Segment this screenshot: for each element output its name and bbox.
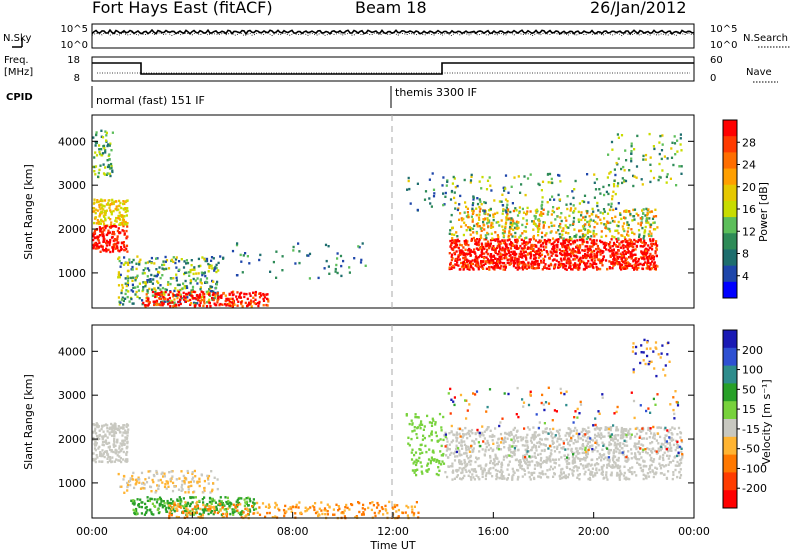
freq-tick-top: 18 (67, 55, 80, 66)
freq-label-2: [MHz] (4, 67, 33, 78)
xtick-label: 00:00 (678, 525, 710, 538)
xtick-label: 00:00 (76, 525, 108, 538)
colorbar-segment (723, 201, 737, 218)
colorbar-segment (723, 169, 737, 186)
colorbar-segment (723, 136, 737, 153)
freq-trace (92, 63, 694, 74)
velocity-ylabel: Slant Range [km] (22, 374, 35, 470)
colorbar-segment (723, 419, 737, 437)
colorbar-segment (723, 266, 737, 283)
colorbar-tick-label: -50 (742, 443, 760, 456)
power-ylabel: Slant Range [km] (22, 164, 35, 260)
freq-label-1: Freq. (4, 55, 29, 66)
cpid-segment-2: themis 3300 IF (395, 86, 477, 99)
colorbar-segment (723, 383, 737, 401)
ytick-label: 4000 (58, 345, 86, 358)
power-colorbar: 28 24 20 16 12 8 4 (723, 120, 756, 299)
colorbar-tick-label: 4 (742, 270, 749, 283)
colorbar-segment (723, 120, 737, 137)
colorbar-segment (723, 330, 737, 348)
xtick-label: 16:00 (477, 525, 509, 538)
colorbar-tick-label: 200 (742, 344, 763, 357)
nsky-panel: N.Sky 10^5 10^0 10^5 10^0 N.Search (3, 24, 790, 51)
colorbar-segment (723, 249, 737, 266)
cpid-label: CPID (6, 92, 33, 103)
colorbar-tick-label: 12 (742, 225, 756, 238)
colorbar-segment (723, 233, 737, 250)
colorbar-tick-label: -15 (742, 423, 760, 436)
velocity-scatter (92, 339, 684, 520)
ytick-label: 3000 (58, 389, 86, 402)
nsky-tick-top: 10^5 (61, 24, 88, 35)
colorbar-tick-label: 8 (742, 248, 749, 261)
nsearch-label: N.Search (743, 33, 788, 44)
colorbar-segment (723, 282, 737, 299)
colorbar-segment (723, 152, 737, 169)
nsky-label: N.Sky (3, 33, 31, 44)
nave-tick-top: 60 (710, 55, 723, 66)
colorbar-segment (723, 490, 737, 508)
colorbar-segment (723, 472, 737, 490)
ytick-label: 4000 (58, 135, 86, 148)
colorbar-segment (723, 366, 737, 384)
ytick-label: 2000 (58, 223, 86, 236)
colorbar-tick-label: 50 (742, 383, 756, 396)
nsky-trace (92, 30, 694, 34)
nave-tick-bottom: 0 (710, 73, 716, 84)
nsearch-tick-bottom: 10^0 (710, 40, 737, 51)
colorbar-tick-label: -200 (742, 482, 767, 495)
xtick-label: 20:00 (578, 525, 610, 538)
cpid-panel: CPID normal (fast) 151 IF themis 3300 IF (6, 86, 477, 108)
ytick-label: 1000 (58, 477, 86, 490)
nsky-tick-bottom: 10^0 (61, 40, 88, 51)
xtick-label: 08:00 (277, 525, 309, 538)
cpid-segment-1: normal (fast) 151 IF (96, 94, 205, 107)
colorbar-segment (723, 455, 737, 473)
radar-summary-plot: N.Sky 10^5 10^0 10^5 10^0 N.Search Freq.… (0, 0, 800, 554)
freq-panel: Freq. [MHz] 18 8 60 0 Nave (4, 55, 778, 84)
colorbar-tick-label: 16 (742, 203, 756, 216)
colorbar-segment (723, 217, 737, 234)
colorbar-segment (723, 437, 737, 455)
xtick-label: 12:00 (377, 525, 409, 538)
nave-label: Nave (746, 67, 772, 78)
colorbar-tick-label: 28 (742, 136, 756, 149)
xtick-label: 04:00 (176, 525, 208, 538)
velocity-panel: 1000 2000 3000 4000 00:00 04:00 08:00 12:00 16:… (22, 325, 773, 552)
ytick-label: 3000 (58, 179, 86, 192)
colorbar-segment (723, 348, 737, 366)
power-scatter (92, 130, 683, 308)
ytick-label: 2000 (58, 433, 86, 446)
velocity-colorbar-label: Velocity [m s⁻¹] (760, 379, 773, 464)
freq-tick-bottom: 8 (74, 73, 80, 84)
colorbar-segment (723, 401, 737, 419)
power-colorbar-label: Power [dB] (757, 182, 770, 242)
colorbar-tick-label: 15 (742, 403, 756, 416)
colorbar-segment (723, 185, 737, 202)
ytick-label: 1000 (58, 267, 86, 280)
velocity-xlabel: Time UT (369, 539, 415, 552)
colorbar-tick-label: 100 (742, 364, 763, 377)
colorbar-tick-label: 20 (742, 181, 756, 194)
colorbar-tick-label: 24 (742, 159, 756, 172)
power-panel: 1000 2000 3000 4000 Slant Range [km] 28 24 20… (22, 115, 770, 308)
nsearch-tick-top: 10^5 (710, 24, 737, 35)
